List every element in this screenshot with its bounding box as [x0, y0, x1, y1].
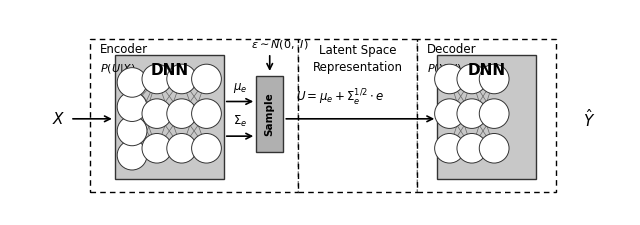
FancyBboxPatch shape — [256, 76, 284, 152]
FancyBboxPatch shape — [115, 55, 224, 180]
Ellipse shape — [142, 99, 172, 128]
Ellipse shape — [435, 133, 465, 163]
Text: DNN: DNN — [468, 63, 506, 78]
FancyBboxPatch shape — [437, 55, 536, 180]
Ellipse shape — [457, 133, 487, 163]
Ellipse shape — [142, 64, 172, 94]
Ellipse shape — [457, 64, 487, 94]
FancyBboxPatch shape — [417, 39, 556, 192]
Text: $U = \mu_e + \Sigma_e^{1/2} \cdot e$: $U = \mu_e + \Sigma_e^{1/2} \cdot e$ — [296, 88, 384, 108]
Ellipse shape — [117, 92, 147, 122]
Ellipse shape — [479, 64, 509, 94]
Text: $P(U|X)$: $P(U|X)$ — [100, 62, 136, 76]
Text: DNN: DNN — [150, 63, 188, 78]
Text: $\Sigma_e$: $\Sigma_e$ — [233, 114, 247, 129]
Ellipse shape — [479, 133, 509, 163]
Ellipse shape — [191, 64, 221, 94]
Ellipse shape — [191, 99, 221, 128]
Ellipse shape — [167, 99, 196, 128]
Ellipse shape — [479, 99, 509, 128]
Text: $\mu_e$: $\mu_e$ — [233, 81, 247, 94]
Ellipse shape — [167, 133, 196, 163]
FancyBboxPatch shape — [298, 39, 417, 192]
Ellipse shape — [191, 133, 221, 163]
Ellipse shape — [435, 99, 465, 128]
FancyBboxPatch shape — [90, 39, 298, 192]
Ellipse shape — [117, 116, 147, 146]
Ellipse shape — [117, 140, 147, 170]
Ellipse shape — [435, 64, 465, 94]
Text: $X$: $X$ — [52, 111, 65, 127]
Text: Latent Space
Representation: Latent Space Representation — [313, 44, 403, 74]
Text: Sample: Sample — [265, 92, 275, 135]
Ellipse shape — [142, 133, 172, 163]
Text: $P(Y|U)$: $P(Y|U)$ — [428, 62, 462, 76]
Ellipse shape — [117, 68, 147, 97]
Text: Decoder: Decoder — [428, 43, 477, 56]
Ellipse shape — [167, 64, 196, 94]
Text: Encoder: Encoder — [100, 43, 148, 56]
Ellipse shape — [457, 99, 487, 128]
Text: $\varepsilon \sim N(0,\ I)$: $\varepsilon \sim N(0,\ I)$ — [251, 38, 308, 51]
Text: $\hat{Y}$: $\hat{Y}$ — [584, 108, 596, 130]
